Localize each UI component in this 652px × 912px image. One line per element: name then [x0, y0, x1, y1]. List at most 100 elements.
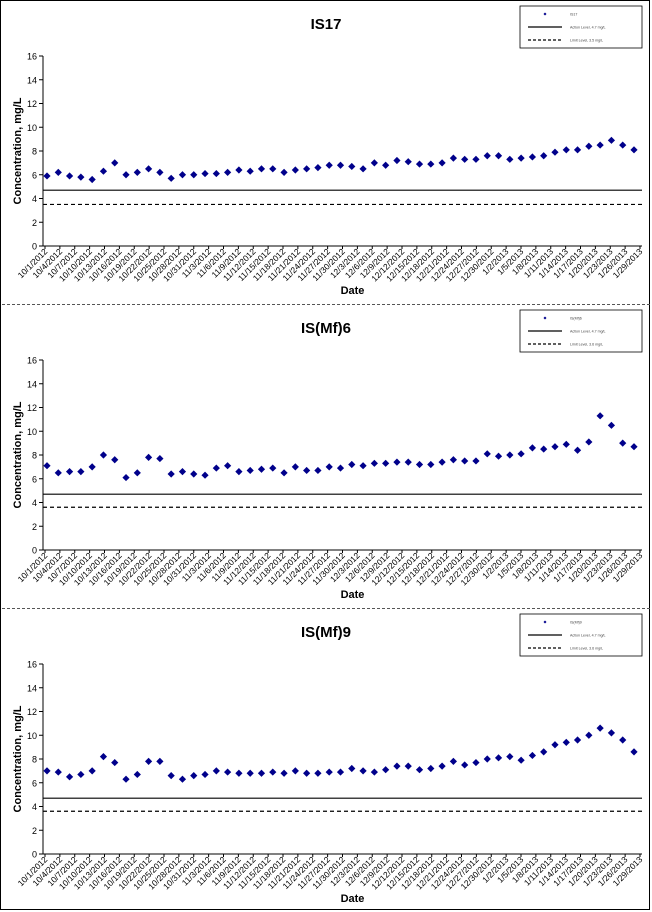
chart-title: IS17 [311, 16, 342, 33]
y-tick-label: 4 [32, 802, 37, 812]
data-point [449, 154, 457, 162]
data-point [269, 165, 277, 173]
data-point [427, 764, 435, 773]
data-point [43, 172, 51, 180]
data-point [472, 155, 480, 163]
y-tick-label: 10 [27, 731, 37, 741]
data-point [257, 769, 266, 777]
data-point [122, 473, 130, 482]
data-point [596, 412, 604, 420]
data-point [461, 761, 469, 769]
data-point [449, 757, 457, 765]
data-point [88, 175, 96, 184]
data-point [630, 443, 638, 451]
data-point [359, 165, 367, 173]
y-axis-label: Concentration, mg/L [12, 705, 24, 812]
data-point [133, 168, 141, 176]
data-point [540, 152, 548, 160]
legend-entry: Action Level, 4.7 mg/L [570, 634, 606, 638]
data-point [54, 469, 62, 477]
legend-entry: Limit Level, 3.5 mg/L [570, 39, 603, 43]
data-point [133, 770, 141, 779]
data-point [246, 466, 254, 475]
data-point [224, 168, 232, 176]
data-point [235, 468, 243, 476]
data-point [77, 468, 85, 476]
data-point [517, 450, 525, 458]
data-point [619, 439, 627, 447]
data-point [573, 736, 582, 744]
data-point [190, 171, 198, 179]
legend-entry: IS17 [570, 13, 577, 17]
y-tick-label: 14 [27, 75, 37, 85]
data-point [111, 159, 119, 167]
data-point [54, 768, 62, 776]
data-point [156, 168, 164, 176]
data-point [77, 770, 85, 779]
data-point [528, 153, 537, 161]
chart-ismf9: IS(Mf)9 Concentration, mg/L Date 0 2 4 6 8 10 12 1… [12, 613, 645, 905]
data-point [65, 172, 74, 180]
data-point [630, 748, 638, 756]
y-tick-label: 4 [32, 498, 37, 508]
data-point [438, 762, 446, 770]
data-point [393, 762, 401, 770]
data-point [280, 769, 288, 777]
data-point [99, 753, 108, 761]
data-point [348, 460, 356, 469]
y-tick-label: 6 [32, 170, 37, 180]
data-point [585, 142, 593, 150]
data-point [506, 155, 514, 163]
x-axis-label: Date [341, 285, 365, 297]
y-tick-label: 16 [27, 660, 37, 670]
y-tick-label: 2 [32, 522, 37, 532]
data-point [404, 458, 412, 466]
data-point [472, 457, 480, 465]
data-point [348, 764, 356, 773]
y-tick-label: 8 [32, 755, 37, 765]
chart-title: IS(Mf)9 [301, 624, 351, 641]
data-point [178, 171, 187, 179]
data-point [483, 450, 491, 458]
y-tick-label: 14 [27, 379, 37, 389]
y-tick-label: 4 [32, 194, 37, 204]
data-point [88, 463, 96, 471]
data-point [77, 173, 85, 181]
data-point [415, 160, 424, 168]
data-point [562, 738, 570, 746]
data-point [144, 757, 153, 765]
data-point [212, 169, 220, 178]
data-point [393, 458, 401, 466]
data-point [291, 166, 299, 174]
data-point [528, 444, 537, 452]
data-point [528, 751, 537, 760]
data-point [280, 469, 288, 477]
y-tick-label: 0 [32, 242, 37, 252]
data-point [540, 748, 548, 756]
data-point [382, 766, 390, 774]
y-tick-label: 0 [32, 850, 37, 860]
data-point [156, 454, 164, 463]
data-point [438, 159, 446, 167]
y-tick-label: 2 [32, 826, 37, 836]
data-point [144, 165, 153, 173]
data-point [167, 174, 175, 182]
data-point [235, 166, 243, 174]
chart-panel-ismf6: IS(Mf)6 Concentration, mg/L Date 0 2 4 6 8 10 12 1… [2, 306, 650, 606]
data-point [370, 459, 378, 467]
x-axis-label: Date [341, 589, 365, 601]
data-point [596, 724, 604, 732]
chart-title: IS(Mf)6 [301, 320, 351, 337]
data-point [336, 464, 345, 472]
data-point [156, 757, 164, 765]
data-point [483, 152, 491, 160]
data-point [178, 468, 187, 476]
data-point [449, 456, 457, 464]
data-point [562, 440, 570, 448]
data-point [325, 768, 333, 776]
panel-divider [2, 608, 650, 609]
data-point [370, 159, 378, 167]
data-point [472, 758, 480, 767]
data-point [201, 169, 209, 178]
data-point [212, 767, 220, 775]
